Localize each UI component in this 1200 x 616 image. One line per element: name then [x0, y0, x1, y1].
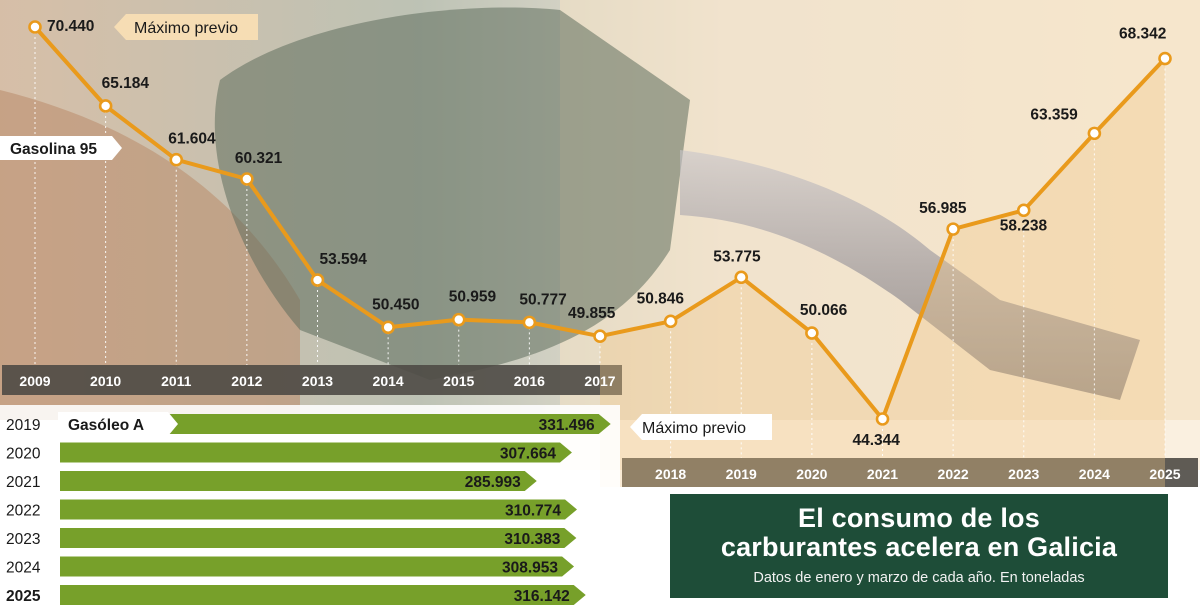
point-label-2017: 49.855 [568, 305, 616, 322]
point-label-2010: 65.184 [102, 75, 150, 92]
point-label-2011: 61.604 [168, 131, 216, 148]
chart-title-line-1: El consumo de los [798, 503, 1040, 533]
x-tick-2017: 2017 [584, 373, 615, 389]
line-area-fill [600, 58, 1165, 487]
point-label-2015: 50.959 [449, 289, 497, 306]
x-tick-2021: 2021 [867, 466, 898, 482]
bar-label-2021: 285.993 [465, 474, 521, 491]
point-label-2018: 50.846 [637, 290, 685, 307]
point-2010 [98, 99, 113, 113]
bar-2020 [60, 442, 572, 463]
point-2009 [28, 20, 42, 34]
point-label-2019: 53.775 [713, 248, 761, 265]
x-tick-2014: 2014 [373, 373, 404, 389]
x-tick-2011: 2011 [161, 373, 192, 389]
bar-2022 [60, 499, 578, 520]
point-label-2025: 68.342 [1119, 26, 1166, 43]
bar-2025 [60, 585, 586, 605]
bar-chart: 2019 331.496 2020 307.664 2021 285.993 2022 310… [0, 405, 620, 616]
bar-label-2022: 310.774 [505, 503, 561, 520]
bar-2019 [60, 414, 611, 434]
title-box: El consumo de los carburantes acelera en… [670, 494, 1168, 598]
point-2018 [663, 314, 678, 329]
series-tag-gasolina: Gasolina 95 [0, 136, 122, 160]
point-label-2022: 56.985 [919, 200, 967, 217]
annotation-line: Máximo previo [134, 20, 238, 37]
point-2016 [522, 315, 537, 330]
series-label-gasoleo: Gasóleo A [68, 417, 144, 434]
point-label-2009: 70.440 [47, 18, 94, 35]
bar-category-2024: 2024 [6, 560, 41, 577]
point-2013 [310, 273, 325, 287]
background-photo [0, 0, 1200, 470]
axis-band-left [2, 365, 622, 395]
x-tick-2019: 2019 [726, 466, 757, 482]
point-2024 [1087, 126, 1102, 141]
bar-label-2025: 316.142 [514, 588, 570, 605]
x-tick-2025: 2025 [1149, 466, 1180, 482]
point-2015 [451, 312, 466, 327]
bar-category-2019: 2019 [6, 417, 40, 434]
point-2017 [593, 329, 607, 344]
bar-2023 [60, 528, 577, 548]
point-2022 [946, 222, 960, 236]
point-label-2021: 44.344 [853, 432, 901, 449]
bar-2024 [60, 556, 575, 577]
annotation-bar: Máximo previo [642, 420, 746, 437]
point-label-2020: 50.066 [800, 302, 848, 319]
chart-title: El consumo de los carburantes acelera en… [670, 504, 1168, 562]
x-tick-2022: 2022 [938, 466, 969, 482]
point-label-2024: 63.359 [1030, 106, 1078, 123]
chart-subtitle: Datos de enero y marzo de cada año. En t… [753, 570, 1085, 586]
x-tick-2012: 2012 [231, 373, 262, 389]
point-2021 [875, 412, 890, 426]
bar-category-2025: 2025 [6, 588, 41, 605]
point-2019 [734, 270, 749, 285]
bar-category-2022: 2022 [6, 503, 40, 520]
annotation-tag-line: Máximo previo [114, 14, 258, 40]
annotation-tag-bar: Máximo previo [630, 414, 772, 440]
line-chart: 70.440 2009 65.184 2010 61.604 2011 60.321 2012… [19, 18, 1181, 487]
bar-label-2020: 307.664 [500, 446, 556, 463]
bar-label-2024: 308.953 [502, 560, 558, 577]
point-2025 [1158, 51, 1172, 66]
chart-title-line-2: carburantes acelera en Galicia [720, 532, 1118, 562]
point-2012 [240, 172, 254, 186]
x-tick-2015: 2015 [443, 373, 474, 389]
point-2023 [1016, 203, 1031, 218]
series-tag-gasoleo: Gasóleo A [58, 412, 178, 436]
point-2011 [169, 152, 184, 167]
x-tick-2024: 2024 [1079, 466, 1110, 482]
series-label-gasolina: Gasolina 95 [10, 141, 97, 158]
x-tick-2020: 2020 [796, 466, 827, 482]
bar-2021 [60, 471, 537, 491]
point-2020 [805, 326, 819, 340]
x-tick-2023: 2023 [1008, 466, 1039, 482]
bar-category-2023: 2023 [6, 531, 40, 548]
point-label-2012: 60.321 [235, 150, 283, 167]
x-tick-2013: 2013 [302, 373, 333, 389]
bar-label-2019: 331.496 [539, 417, 595, 434]
axis-band-right [622, 458, 1198, 487]
point-label-2016: 50.777 [519, 291, 566, 308]
x-tick-2010: 2010 [90, 373, 121, 389]
point-label-2014: 50.450 [372, 296, 419, 313]
bar-category-2021: 2021 [6, 474, 40, 491]
x-tick-2016: 2016 [514, 373, 545, 389]
point-label-2023: 58.238 [1000, 217, 1048, 234]
bar-category-2020: 2020 [6, 446, 41, 463]
bar-label-2023: 310.383 [504, 531, 560, 548]
x-tick-2009: 2009 [19, 373, 50, 389]
point-label-2013: 53.594 [320, 251, 368, 268]
x-tick-2018: 2018 [655, 466, 686, 482]
point-2014 [381, 320, 395, 335]
